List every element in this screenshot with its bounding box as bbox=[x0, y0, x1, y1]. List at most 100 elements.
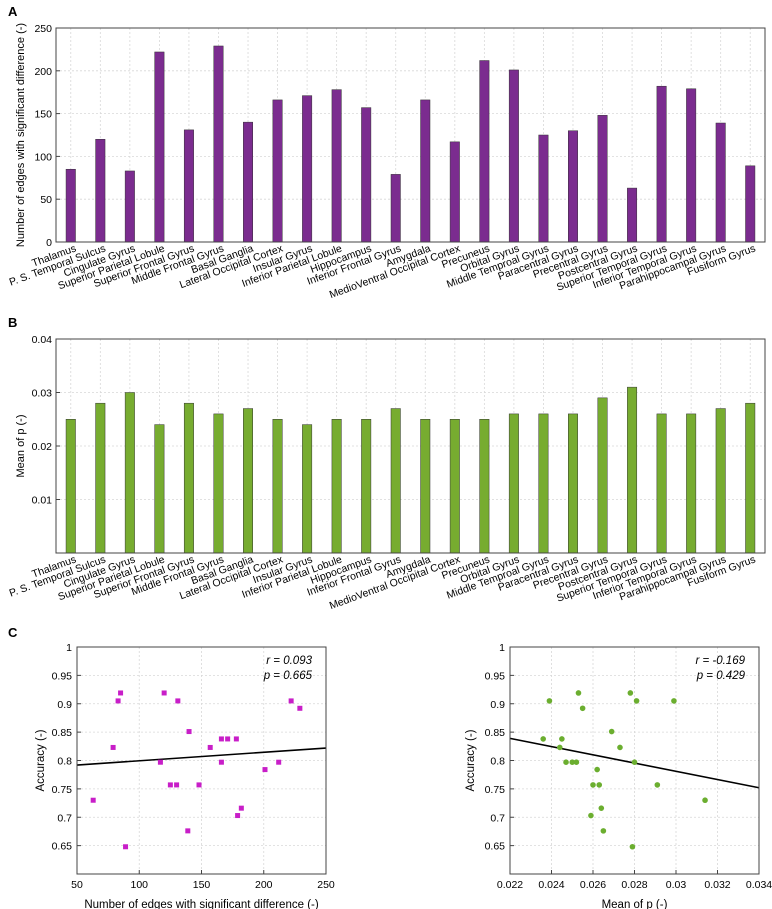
stat-annotation: r = -0.169 bbox=[695, 655, 745, 667]
x-tick-label: 0.03 bbox=[666, 879, 687, 891]
x-tick-label: 250 bbox=[317, 879, 335, 891]
bar bbox=[214, 46, 223, 242]
data-point bbox=[175, 698, 180, 703]
bar bbox=[332, 419, 341, 553]
bar bbox=[539, 414, 548, 553]
bar bbox=[66, 419, 75, 553]
data-point bbox=[617, 745, 623, 751]
bar bbox=[421, 419, 430, 553]
data-point bbox=[588, 813, 594, 819]
bar bbox=[332, 90, 341, 242]
y-tick-label: 250 bbox=[34, 23, 52, 35]
data-point bbox=[634, 698, 640, 704]
bar bbox=[125, 171, 134, 242]
bar bbox=[480, 61, 489, 242]
bar bbox=[509, 70, 518, 242]
bar bbox=[657, 414, 666, 553]
bar bbox=[155, 52, 164, 242]
data-point bbox=[289, 698, 294, 703]
x-axis-label: Mean of p (-) bbox=[602, 899, 668, 909]
chart-c-left-scatter: 0.650.70.750.80.850.90.95150100150200250… bbox=[35, 642, 335, 909]
data-point bbox=[234, 736, 239, 741]
data-point bbox=[276, 760, 281, 765]
data-point bbox=[219, 760, 224, 765]
bar bbox=[716, 409, 725, 553]
x-tick-label: 0.026 bbox=[580, 879, 606, 891]
bar bbox=[450, 419, 459, 553]
bar bbox=[96, 139, 105, 242]
y-axis-label: Mean of p (-) bbox=[15, 415, 27, 478]
y-axis-label: Accuracy (-) bbox=[465, 729, 477, 791]
bar bbox=[627, 387, 636, 553]
panel-label-a: A bbox=[8, 4, 18, 19]
bar bbox=[243, 409, 252, 553]
y-tick-label: 0.75 bbox=[52, 784, 73, 796]
bar bbox=[568, 131, 577, 242]
data-point bbox=[599, 805, 605, 811]
y-tick-label: 0.9 bbox=[57, 699, 72, 711]
bar bbox=[421, 100, 430, 242]
y-tick-label: 1 bbox=[499, 642, 505, 654]
y-tick-label: 0.65 bbox=[52, 841, 73, 853]
data-point bbox=[187, 729, 192, 734]
bar bbox=[568, 414, 577, 553]
data-point bbox=[557, 745, 563, 751]
bar bbox=[657, 86, 666, 242]
data-point bbox=[235, 813, 240, 818]
bar bbox=[361, 419, 370, 553]
bar bbox=[450, 142, 459, 242]
y-tick-label: 0.95 bbox=[485, 670, 506, 682]
bar bbox=[746, 166, 755, 242]
y-tick-label: 0.7 bbox=[490, 812, 505, 824]
x-tick-label: 200 bbox=[255, 879, 273, 891]
bar bbox=[598, 115, 607, 242]
bar bbox=[391, 174, 400, 242]
bar bbox=[184, 403, 193, 553]
bar bbox=[509, 414, 518, 553]
bar bbox=[302, 96, 311, 242]
bar bbox=[361, 108, 370, 242]
data-point bbox=[540, 736, 546, 742]
bar bbox=[125, 393, 134, 554]
data-point bbox=[116, 698, 121, 703]
bar bbox=[184, 130, 193, 242]
chart-b-mean-p-bar: 0.010.020.030.04ThalamusP. S. Temporal S… bbox=[8, 334, 765, 612]
bar bbox=[716, 123, 725, 242]
bar bbox=[480, 419, 489, 553]
data-point bbox=[596, 782, 602, 788]
y-axis-label: Number of edges with significant differe… bbox=[15, 23, 27, 247]
y-tick-label: 200 bbox=[34, 66, 52, 78]
x-tick-label: 0.034 bbox=[746, 879, 772, 891]
bar bbox=[273, 100, 282, 242]
bar bbox=[686, 89, 695, 242]
x-tick-label: 0.024 bbox=[538, 879, 564, 891]
data-point bbox=[262, 767, 267, 772]
y-tick-label: 0.65 bbox=[485, 841, 506, 853]
data-point bbox=[219, 736, 224, 741]
y-tick-label: 0.85 bbox=[52, 727, 73, 739]
stat-annotation: p = 0.429 bbox=[696, 670, 746, 682]
bar bbox=[302, 425, 311, 553]
y-tick-label: 100 bbox=[34, 151, 52, 163]
data-point bbox=[162, 690, 167, 695]
bar bbox=[391, 409, 400, 553]
x-tick-label: 0.032 bbox=[704, 879, 730, 891]
bar bbox=[66, 169, 75, 242]
data-point bbox=[655, 782, 661, 788]
data-point bbox=[225, 736, 230, 741]
chart-a-edges-bar: 050100150200250ThalamusP. S. Temporal Su… bbox=[8, 23, 765, 301]
x-tick-label: 150 bbox=[193, 879, 211, 891]
y-tick-label: 0.75 bbox=[485, 784, 506, 796]
data-point bbox=[702, 797, 708, 803]
y-tick-label: 1 bbox=[66, 642, 72, 654]
x-tick-label: 100 bbox=[130, 879, 148, 891]
data-point bbox=[632, 759, 638, 765]
y-tick-label: 150 bbox=[34, 109, 52, 121]
data-point bbox=[118, 690, 123, 695]
y-tick-label: 0.04 bbox=[32, 334, 53, 346]
data-point bbox=[601, 828, 607, 834]
chart-c-right-scatter: 0.650.70.750.80.850.90.9510.0220.0240.02… bbox=[465, 642, 772, 909]
x-axis-label: Number of edges with significant differe… bbox=[84, 899, 319, 909]
bar bbox=[746, 403, 755, 553]
data-point bbox=[168, 782, 173, 787]
